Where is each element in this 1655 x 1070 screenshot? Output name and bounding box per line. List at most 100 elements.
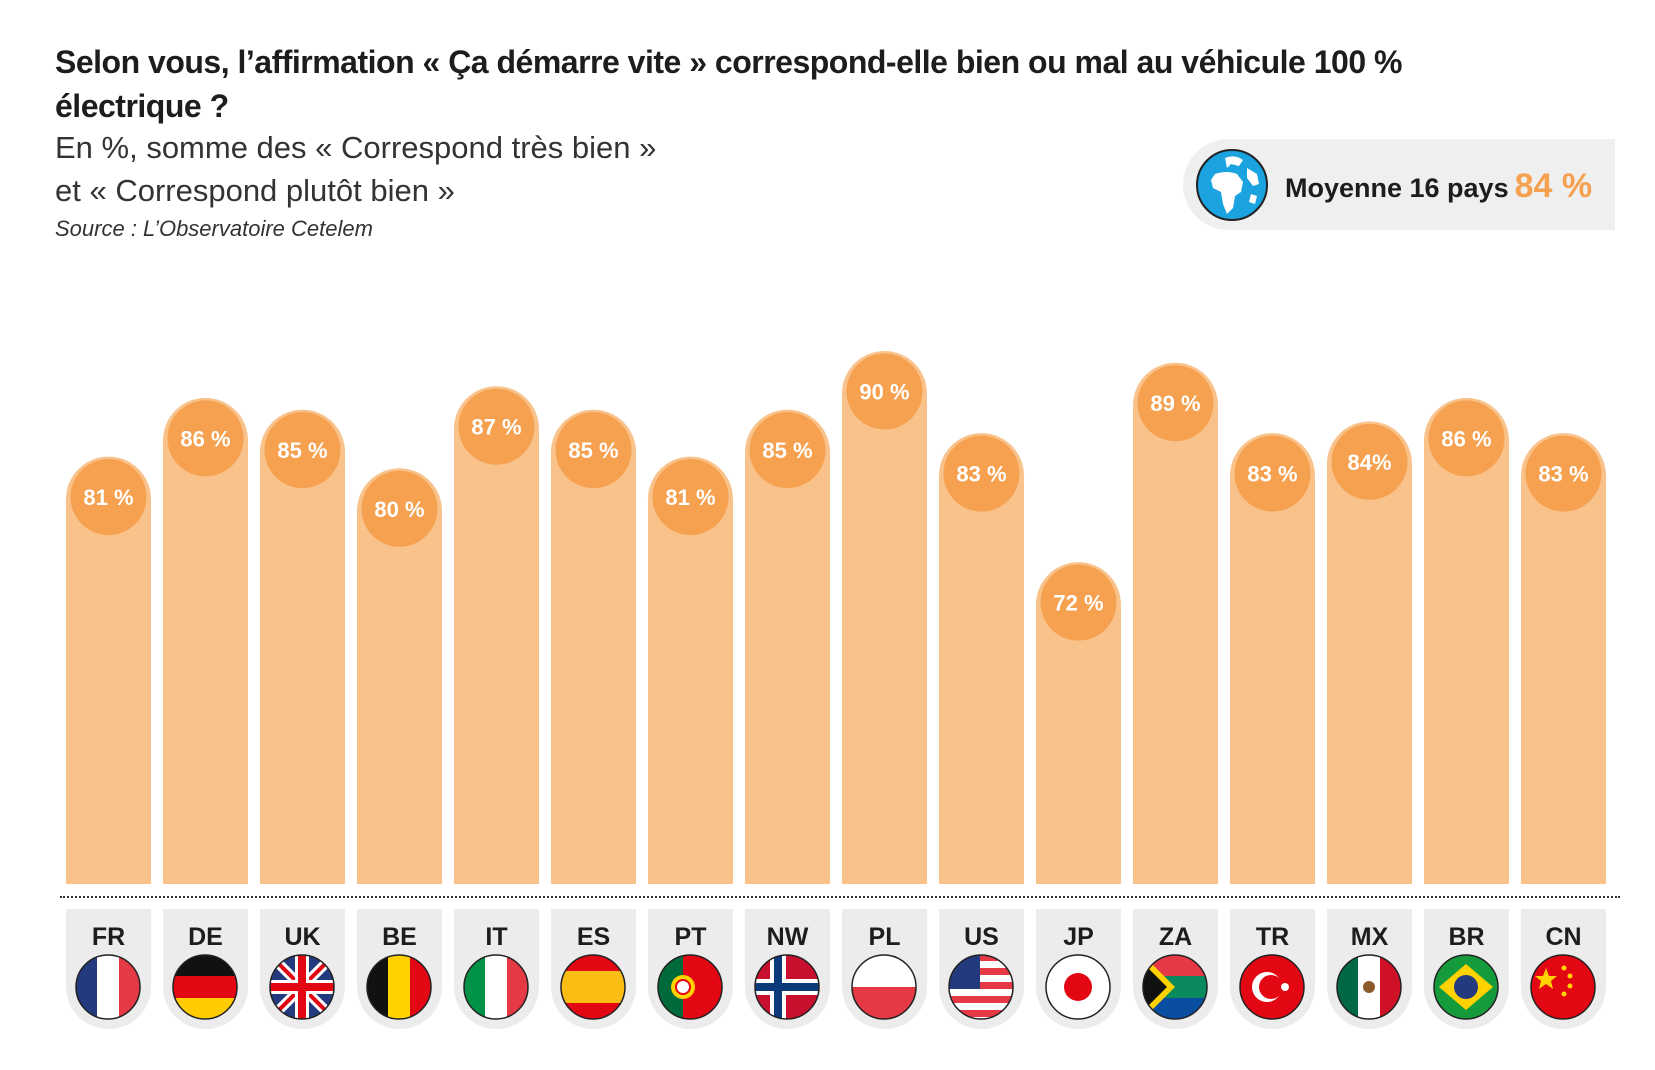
flag-fr-icon [75,954,141,1020]
chart-title: Selon vous, l’affirmation « Ça démarre v… [55,44,1402,124]
data-label: 85 % [762,438,812,463]
value-bubble [749,412,826,489]
country-label-IT: IT [454,909,539,1029]
data-label: 83 % [956,462,1006,487]
value-bubble [361,470,438,547]
data-label: 90 % [859,380,909,405]
country-code: ZA [1158,923,1193,951]
value-bubble [70,459,147,536]
country-label-BR: BR [1424,909,1509,1029]
bar-MX [1327,421,1412,884]
data-label: 86 % [180,426,230,451]
country-label-BE: BE [357,909,442,1029]
country-code: PT [674,923,707,951]
value-bubble [652,459,729,536]
country-label-US: US [939,909,1024,1029]
bar-JP [1036,562,1121,884]
country-code: PL [868,923,901,951]
value-bubble [167,400,244,477]
country-label-ES: ES [551,909,636,1029]
data-label: 84% [1347,450,1391,475]
average-label: Moyenne 16 pays [1285,173,1509,203]
country-code: CN [1545,923,1582,951]
flag-es-icon [560,954,626,1020]
value-bubble [846,353,923,430]
country-label-CN: CN [1521,909,1606,1029]
source-note: Source : L’Observatoire Cetelem [55,216,373,241]
average-badge: Moyenne 16 pays 84 % [1183,139,1615,230]
flag-pl-icon [851,954,917,1020]
data-label: 87 % [471,415,521,440]
country-label-PL: PL [842,909,927,1029]
country-label-PT: PT [648,909,733,1029]
flag-za-icon [1142,954,1208,1020]
value-bubble [1234,435,1311,512]
flag-tr-icon [1239,954,1305,1020]
flag-pt-icon [657,954,723,1020]
country-code: DE [188,923,223,951]
bar-BE [357,468,442,884]
data-label: 81 % [665,485,715,510]
data-label: 81 % [83,485,133,510]
bar-TR [1230,433,1315,884]
value-bubble [943,435,1020,512]
value-bubble [1428,400,1505,477]
country-label-JP: JP [1036,909,1121,1029]
flag-nw-icon [754,954,820,1020]
bar-PT [648,456,733,884]
country-code: FR [91,923,126,951]
value-bubble [1040,564,1117,641]
country-code: JP [1063,923,1094,951]
data-label: 85 % [568,438,618,463]
bar-NW [745,409,830,884]
country-label-ZA: ZA [1133,909,1218,1029]
country-code: US [964,923,999,951]
bar-UK [260,409,345,884]
country-label-FR: FR [66,909,151,1029]
globe-icon [1196,149,1268,221]
value-bubble [458,388,535,465]
value-bubble [264,412,341,489]
flag-it-icon [463,954,529,1020]
country-label-DE: DE [163,909,248,1029]
country-label-NW: NW [745,909,830,1029]
bar-PL [842,351,927,884]
country-code: TR [1255,923,1290,951]
value-bubble [1137,365,1214,442]
bar-FR [66,456,151,884]
value-bubble [555,412,632,489]
flag-uk-icon [269,954,335,1020]
flag-jp-icon [1045,954,1111,1020]
bar-BR [1424,397,1509,884]
average-value: 84 % [1514,167,1593,205]
data-label: 89 % [1150,391,1200,416]
bar-US [939,433,1024,884]
flag-cn-icon [1530,954,1596,1020]
bar-chart: 81 % 86 % 85 % 80 % 87 % 85 % 81 % 85 % 90 % 83 %… [66,351,1606,884]
average-text: Moyenne 16 pays 84 % [1285,167,1592,206]
data-label: 80 % [374,497,424,522]
country-code: IT [485,923,508,951]
bar-IT [454,386,539,884]
bar-ZA [1133,362,1218,884]
data-label: 86 % [1441,426,1491,451]
country-label-UK: UK [260,909,345,1029]
country-code: NW [766,923,809,951]
data-label: 72 % [1053,591,1103,616]
bar-CN [1521,433,1606,884]
data-label: 83 % [1538,462,1588,487]
data-label: 83 % [1247,462,1297,487]
subtitle-line-1: En %, somme des « Correspond très bien » [55,130,657,165]
country-label-MX: MX [1327,909,1412,1029]
flag-de-icon [172,954,238,1020]
bar-DE [163,397,248,884]
country-code: ES [576,923,611,951]
country-code: MX [1350,923,1389,951]
chart-subtitle: En %, somme des « Correspond très bien »… [55,126,656,212]
flag-be-icon [366,954,432,1020]
flag-mx-icon [1336,954,1402,1020]
country-label-TR: TR [1230,909,1315,1029]
country-code: BE [382,923,417,951]
value-bubble [1525,435,1602,512]
country-code: UK [284,923,321,951]
